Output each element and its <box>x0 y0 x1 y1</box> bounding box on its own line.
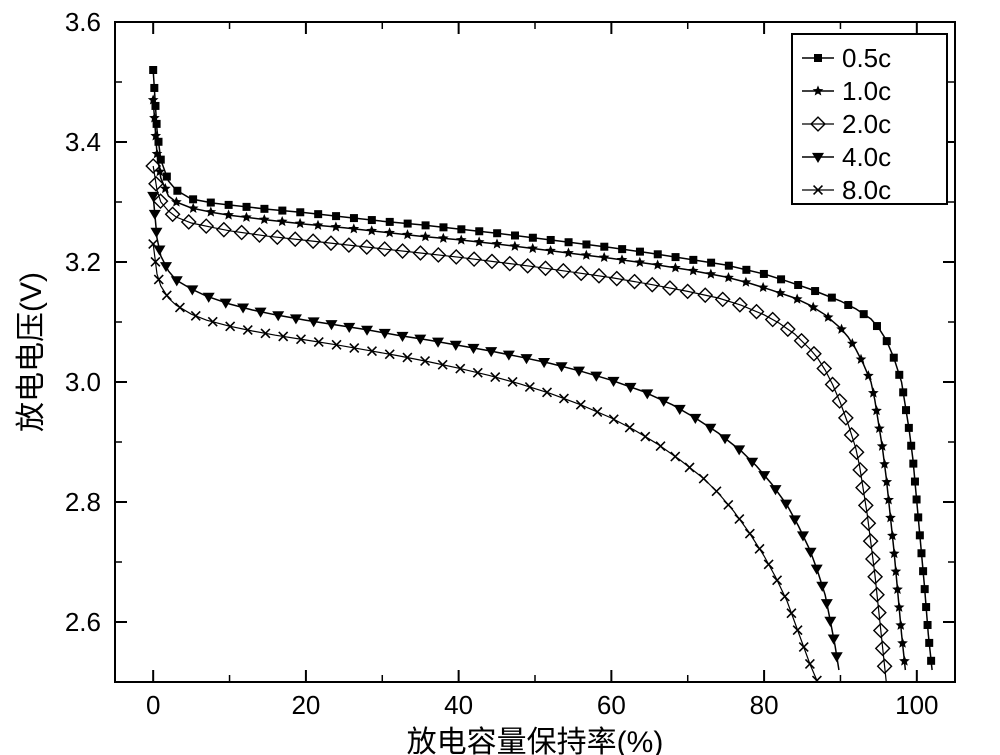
y-tick-label: 3.4 <box>65 127 101 157</box>
y-tick-label: 3.0 <box>65 367 101 397</box>
legend-label: 8.0c <box>842 175 891 205</box>
x-axis-title: 放电容量保持率(%) <box>407 726 664 755</box>
y-axis-title: 放电电压(V) <box>15 272 48 432</box>
y-tick-label: 3.6 <box>65 7 101 37</box>
x-tick-label: 20 <box>291 690 320 720</box>
x-tick-label: 60 <box>597 690 626 720</box>
x-tick-label: 100 <box>895 690 938 720</box>
y-tick-label: 2.8 <box>65 487 101 517</box>
legend-label: 2.0c <box>842 109 891 139</box>
x-tick-label: 80 <box>750 690 779 720</box>
y-tick-label: 3.2 <box>65 247 101 277</box>
series-line-s20 <box>153 166 886 682</box>
legend-label: 4.0c <box>842 142 891 172</box>
series-markers-s40 <box>147 192 843 662</box>
y-tick-label: 2.6 <box>65 607 101 637</box>
legend-label: 0.5c <box>842 43 891 73</box>
series-markers-s80 <box>149 240 822 685</box>
x-tick-label: 0 <box>146 690 160 720</box>
legend-label: 1.0c <box>842 76 891 106</box>
discharge-voltage-chart: 0 20 40 60 80 100 2.6 2.8 3.0 3.2 3.4 3.6 放电容量保持率(%)… <box>0 0 1000 755</box>
x-tick-label: 40 <box>444 690 473 720</box>
legend: 0.5c1.0c2.0c4.0c8.0c <box>792 34 947 205</box>
